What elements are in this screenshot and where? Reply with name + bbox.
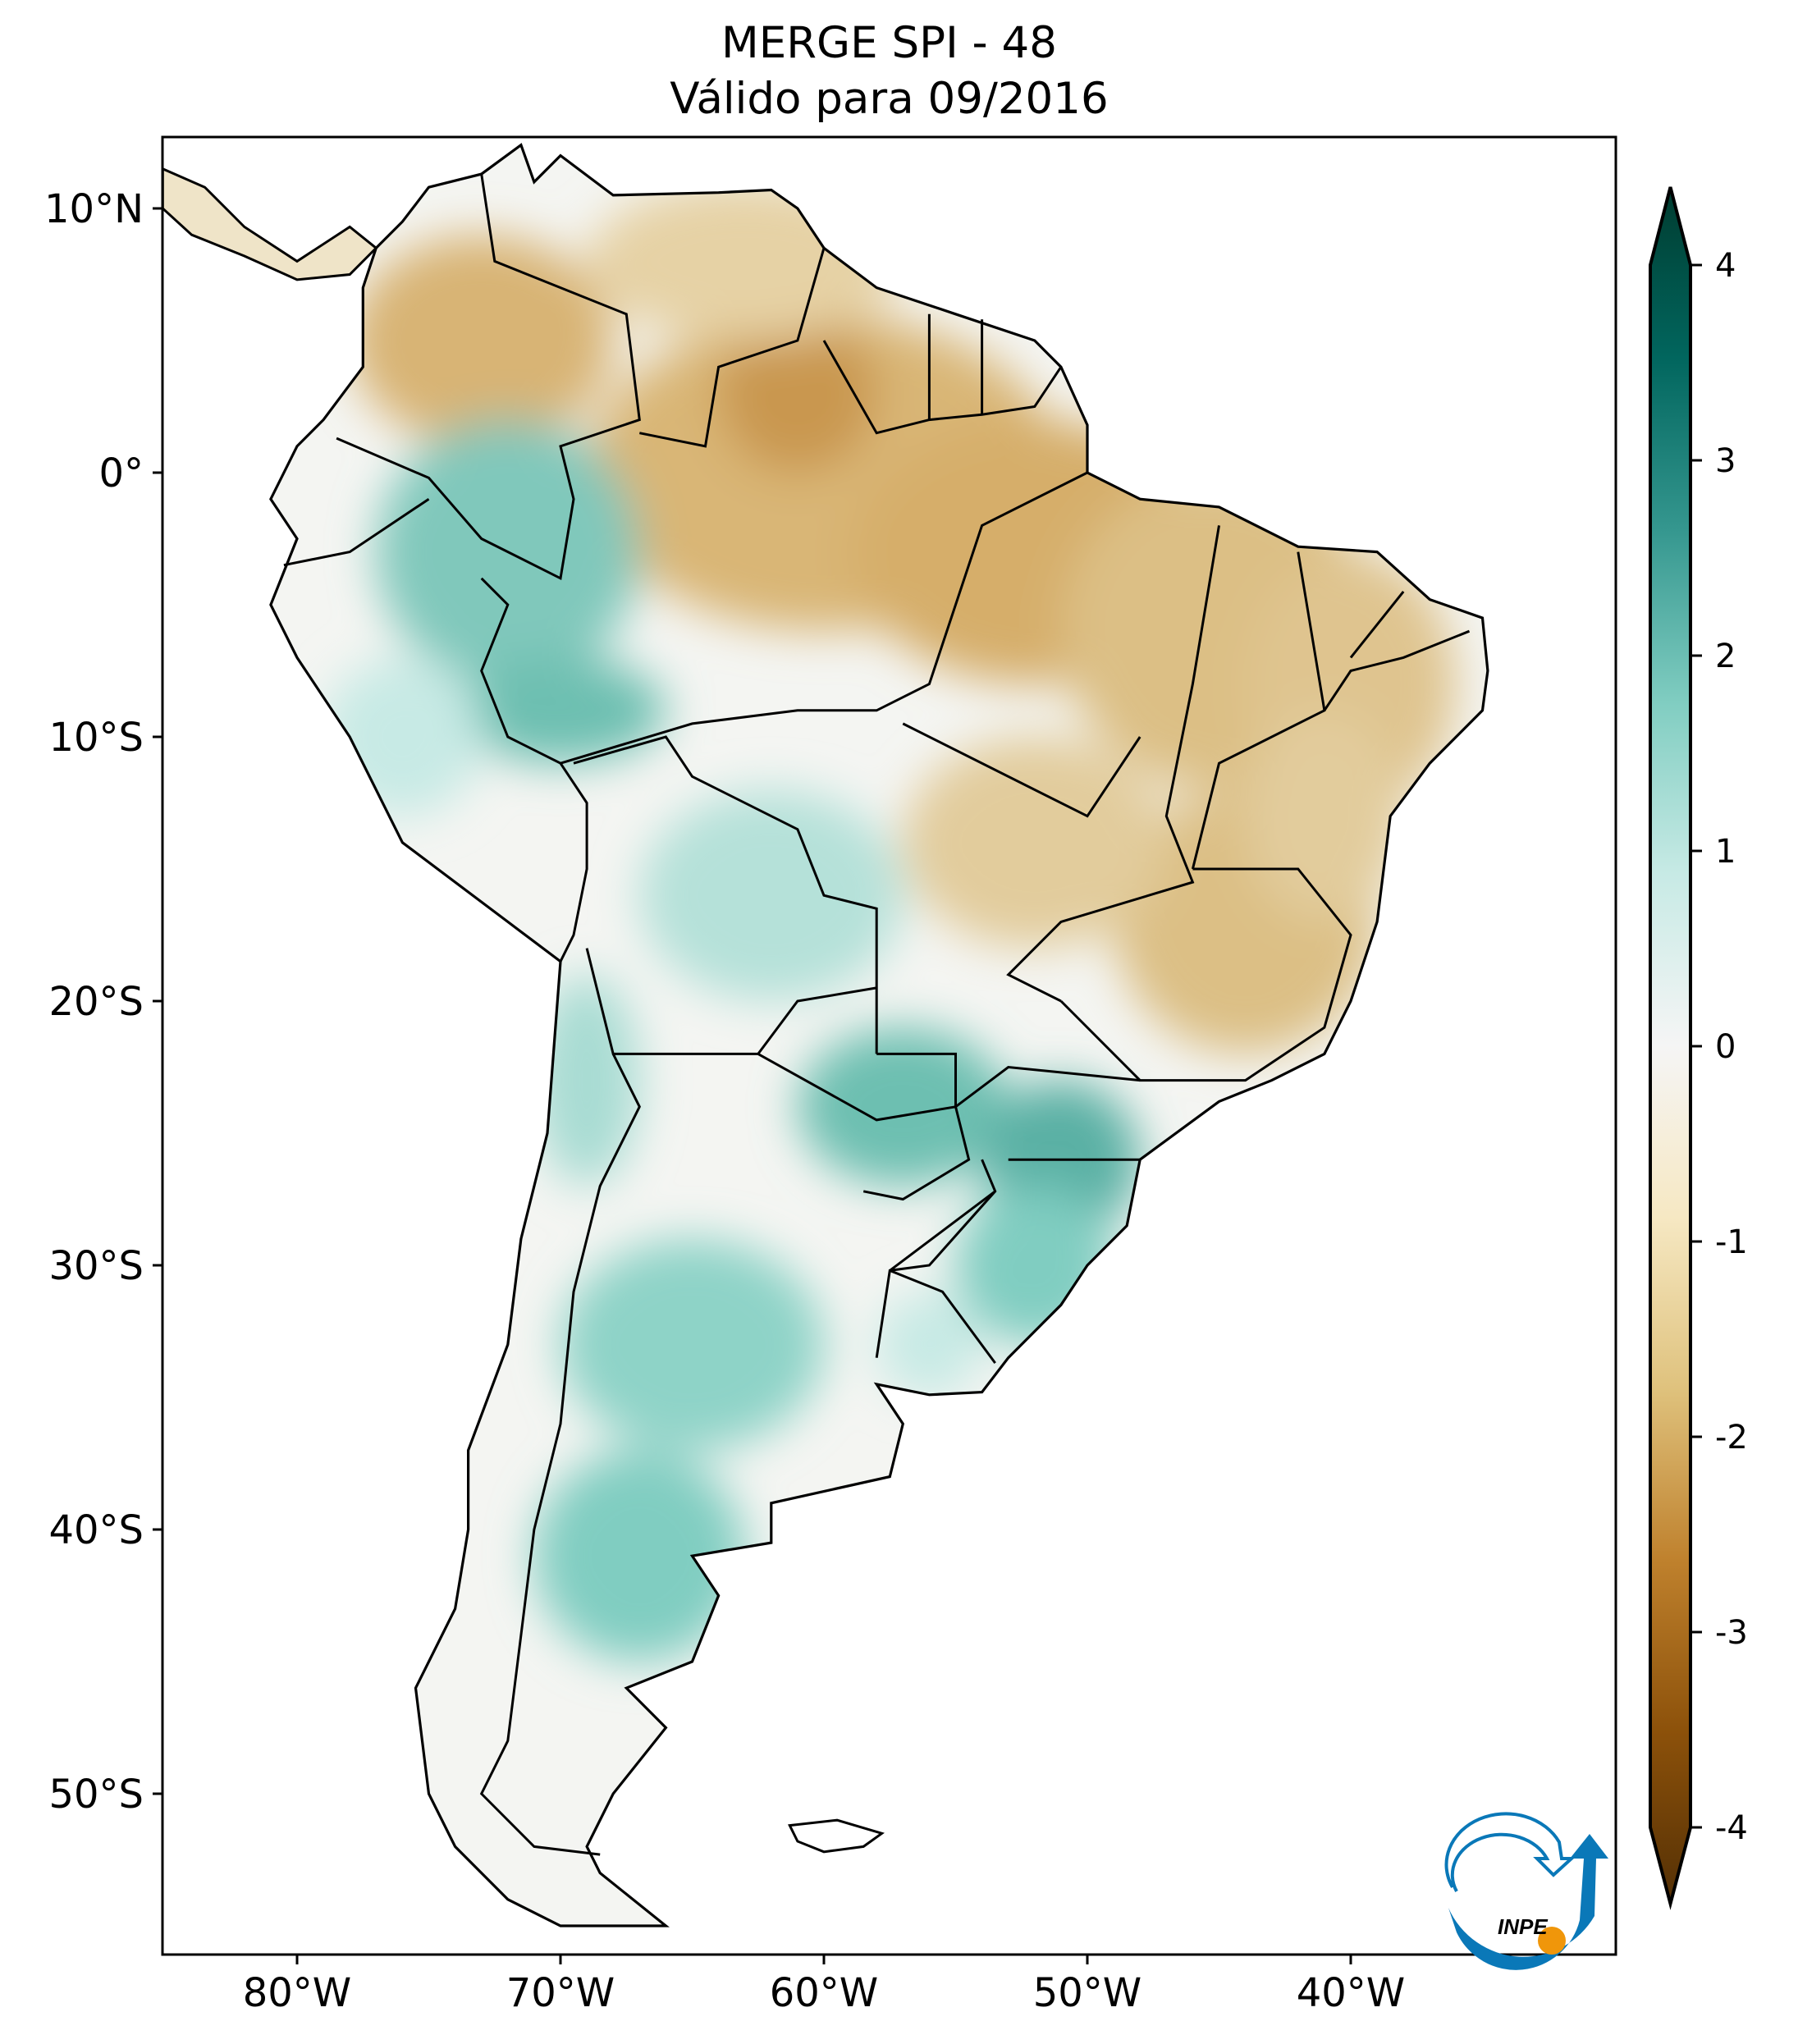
border-line	[1323, 629, 1471, 711]
lat-tick-label: 20°S	[48, 979, 144, 1025]
border-line	[876, 1052, 957, 1107]
colorbar-tick-label: 1	[1715, 833, 1736, 871]
border-line	[479, 1053, 641, 1856]
logo-text: INPE	[1498, 1914, 1548, 1939]
border-line	[585, 948, 877, 1055]
lon-tick-label: 50°W	[1033, 1970, 1142, 2016]
map-subtitle: Válido para 09/2016	[670, 74, 1109, 124]
map-title: MERGE SPI - 48	[721, 18, 1057, 68]
anomaly-patch	[587, 181, 904, 341]
anomaly-patch	[533, 1450, 745, 1662]
lat-tick-label: 30°S	[48, 1243, 144, 1289]
anomaly-patch	[1245, 710, 1404, 922]
logo-arrow-icon	[1448, 1834, 1608, 1970]
border-line	[336, 173, 641, 581]
colorbar-tick-label: 3	[1715, 442, 1736, 480]
border-line	[902, 722, 1141, 818]
border-line	[1191, 551, 1326, 870]
colorbar-tick-label: -1	[1715, 1223, 1748, 1261]
lat-tick-label: 0°	[98, 450, 144, 496]
lat-tick-label: 10°N	[44, 186, 144, 232]
lon-tick-label: 70°W	[506, 1970, 615, 2016]
border-line	[954, 1065, 1141, 1108]
country-borders	[283, 173, 1471, 1856]
longitude-axis: 80°W 70°W 60°W 50°W 40°W	[243, 1955, 1406, 2016]
border-line	[639, 247, 826, 448]
colorbar-tick-label: 0	[1715, 1028, 1736, 1066]
border-line	[1349, 590, 1405, 659]
border-line	[889, 1190, 996, 1272]
map-frame	[161, 135, 1617, 1956]
coastline	[269, 143, 1489, 1927]
border-line	[822, 340, 1063, 435]
border-line	[889, 1269, 996, 1364]
anomaly-patch	[323, 657, 482, 816]
border-line	[573, 735, 878, 1054]
anomaly-patch	[876, 1292, 982, 1397]
anomaly-patch	[533, 974, 640, 1187]
colorbar-tick-label: -4	[1715, 1809, 1748, 1847]
anomaly-patch	[560, 1238, 824, 1451]
colorbar-tick-label: 2	[1715, 638, 1736, 675]
border-line	[560, 471, 1088, 765]
anomaly-patch	[350, 235, 614, 446]
anomaly-patch	[797, 1027, 1009, 1187]
falkland-islands	[788, 1818, 885, 1854]
logo-sun-icon	[1538, 1927, 1566, 1955]
lat-tick-label: 40°S	[48, 1507, 144, 1553]
colorbar: 4 3 2 1 0 -1 -2 -3 -4	[1649, 186, 1748, 1910]
central-america-coastline	[161, 167, 378, 281]
border-line	[757, 1053, 971, 1201]
anomaly-patch	[455, 657, 666, 764]
latitude-axis: 10°N 0° 10°S 20°S 30°S 40°S 50°S	[44, 186, 162, 1818]
land-anomaly-field	[270, 144, 1488, 1927]
inpe-logo: INPE	[1444, 1812, 1608, 1970]
border-line	[283, 497, 430, 567]
border-line	[875, 1159, 997, 1358]
border-line	[1006, 525, 1220, 1003]
lon-tick-label: 80°W	[243, 1970, 352, 2016]
anomaly-patch	[903, 737, 1167, 949]
logo-loop-icon	[1444, 1812, 1576, 1892]
lat-tick-label: 50°S	[48, 1772, 144, 1818]
anomaly-patch	[639, 789, 904, 1001]
colorbar-tick-label: -2	[1715, 1419, 1748, 1456]
colorbar-tick-label: 4	[1715, 247, 1736, 285]
lon-tick-label: 40°W	[1297, 1970, 1406, 2016]
colorbar-tick-label: -3	[1715, 1614, 1748, 1652]
lat-tick-label: 10°S	[48, 715, 144, 761]
lon-tick-label: 60°W	[770, 1970, 879, 2016]
